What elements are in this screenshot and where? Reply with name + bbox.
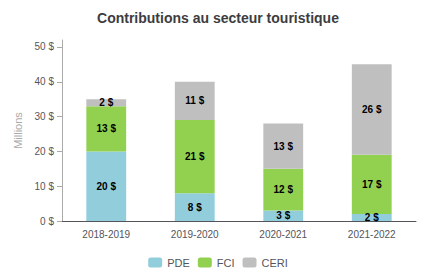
svg-text:21 $: 21 $: [185, 151, 205, 162]
svg-text:20 $: 20 $: [35, 146, 55, 157]
svg-text:2018-2019: 2018-2019: [82, 229, 130, 240]
svg-text:CERI: CERI: [262, 257, 288, 269]
svg-text:FCI: FCI: [217, 257, 235, 269]
svg-text:40 $: 40 $: [35, 76, 55, 87]
svg-text:2019-2020: 2019-2020: [171, 229, 219, 240]
svg-text:30 $: 30 $: [35, 111, 55, 122]
svg-text:13 $: 13 $: [97, 123, 117, 134]
svg-text:Millions: Millions: [12, 112, 24, 149]
svg-text:Contributions au secteur touri: Contributions au secteur touristique: [97, 10, 339, 26]
svg-text:11 $: 11 $: [185, 95, 204, 106]
svg-text:PDE: PDE: [167, 257, 190, 269]
svg-text:2 $: 2 $: [365, 212, 379, 223]
svg-text:17 $: 17 $: [362, 179, 382, 190]
svg-text:0 $: 0 $: [40, 216, 54, 227]
svg-text:10 $: 10 $: [35, 181, 55, 192]
svg-text:2 $: 2 $: [99, 97, 113, 108]
svg-text:2021-2022: 2021-2022: [348, 229, 396, 240]
svg-text:2020-2021: 2020-2021: [259, 229, 307, 240]
svg-text:12 $: 12 $: [274, 184, 294, 195]
svg-text:13 $: 13 $: [274, 141, 294, 152]
svg-text:20 $: 20 $: [97, 181, 117, 192]
svg-text:3 $: 3 $: [276, 210, 290, 221]
svg-text:50 $: 50 $: [35, 41, 55, 52]
svg-text:8 $: 8 $: [188, 202, 202, 213]
svg-text:26 $: 26 $: [362, 104, 382, 115]
